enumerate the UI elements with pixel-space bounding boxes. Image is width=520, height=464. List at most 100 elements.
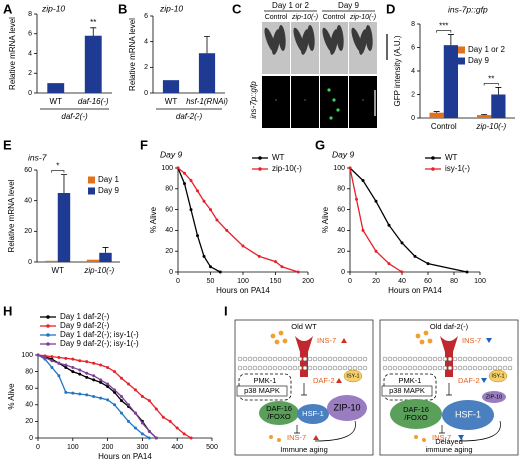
legend-swatch [88, 176, 95, 184]
membrane-lipid [452, 365, 458, 371]
ligand-dot [423, 330, 429, 336]
point [168, 419, 172, 423]
point [64, 390, 68, 394]
ligand-dot [422, 438, 426, 442]
panel-label: H [3, 303, 12, 318]
panel-label: I [224, 303, 228, 318]
y-tick-label: 20 [337, 248, 345, 255]
trend-arrow [481, 378, 487, 383]
y-tick-label: 2 [28, 70, 32, 77]
y-tick-label: 60 [25, 385, 33, 392]
membrane-lipid [357, 365, 363, 371]
point [71, 365, 75, 369]
y-tick-label: 100 [21, 352, 33, 359]
legend-label: Day 1 [98, 175, 119, 184]
point [426, 262, 430, 266]
membrane-lipid [307, 356, 313, 362]
membrane-lipid [282, 356, 288, 362]
y-tick-label: 4 [144, 39, 148, 46]
x-tick-label: 0 [36, 444, 40, 451]
x-tick-label: WT [52, 266, 65, 275]
membrane-lipid [497, 365, 503, 371]
isy-label: ISY-1 [346, 373, 359, 379]
foxo-node [259, 401, 299, 425]
point [154, 407, 158, 411]
point [92, 378, 96, 382]
point [189, 208, 193, 212]
mapk-box [236, 385, 288, 397]
x-tick-label: Control [431, 122, 457, 131]
group-label: daf-2(-) [176, 112, 203, 121]
y-tick-label: 60 [337, 206, 345, 213]
membrane-lipid [257, 365, 263, 371]
mapk-box [381, 385, 433, 397]
significance-bracket [51, 170, 65, 173]
foxo-label: DAF-16 [403, 405, 429, 414]
channel-label: ins-7p::gfp [249, 81, 258, 119]
point [126, 382, 130, 386]
point [133, 388, 137, 392]
y-axis-label: Relative mRNA level [128, 18, 137, 91]
point [126, 403, 130, 407]
bar [45, 260, 58, 262]
point [64, 356, 68, 360]
bar [57, 193, 71, 262]
chart-title: zip-10 [159, 3, 183, 13]
series-line [177, 167, 299, 273]
membrane-lipid [392, 356, 398, 362]
x-tick-label: 500 [206, 444, 218, 451]
membrane-lipid [482, 356, 488, 362]
membrane-lipid [332, 356, 338, 362]
point [147, 429, 151, 433]
y-axis-label: % Alive [149, 206, 158, 233]
pathway-arrow [446, 383, 452, 396]
ligand-dot [414, 435, 418, 439]
membrane-lipid [507, 365, 513, 371]
y-tick-label: 0 [28, 259, 32, 266]
membrane-lipid [307, 365, 313, 371]
x-tick-label: 40 [398, 278, 406, 285]
membrane-lipid [467, 365, 473, 371]
membrane-lipid [387, 365, 393, 371]
point [196, 234, 199, 238]
legend-label: zip-10(-) [272, 164, 302, 173]
y-tick-label: 40 [337, 227, 345, 234]
point [161, 415, 165, 419]
point [113, 370, 117, 374]
point [113, 390, 117, 394]
membrane-lipid [267, 365, 273, 371]
membrane-lipid [292, 365, 298, 371]
membrane-lipid [327, 365, 333, 371]
chart-title: zip-10 [41, 3, 65, 13]
point [57, 355, 61, 359]
membrane-lipid [357, 356, 363, 362]
legend-label: Day 9 daf-2(-); isy-1(-) [60, 339, 139, 348]
membrane-lipid [297, 365, 303, 371]
membrane-lipid [317, 365, 323, 371]
membrane-lipid [347, 365, 353, 371]
membrane-lipid [407, 365, 413, 371]
outcome-label: Delayed [435, 437, 463, 446]
membrane-lipid [442, 356, 448, 362]
y-tick-label: 20 [25, 418, 33, 425]
bar [84, 35, 102, 93]
membrane-lipid [487, 365, 493, 371]
error-bar [433, 111, 440, 113]
point [99, 380, 103, 384]
membrane-lipid [352, 356, 358, 362]
membrane-lipid [412, 365, 418, 371]
point [209, 208, 212, 212]
y-tick-label: 6 [411, 44, 415, 51]
hsf-node [297, 404, 329, 424]
point [92, 395, 96, 398]
y-axis-label: % Alive [321, 206, 330, 233]
membrane-lipid [272, 365, 278, 371]
point [85, 393, 89, 397]
membrane-lipid [497, 356, 503, 362]
membrane-lipid [257, 356, 263, 362]
membrane-lipid [477, 365, 483, 371]
x-tick-label: 150 [270, 278, 282, 285]
membrane-lipid [347, 356, 353, 362]
membrane-lipid [247, 356, 253, 362]
condition-label: zip-10(-) [349, 14, 376, 21]
